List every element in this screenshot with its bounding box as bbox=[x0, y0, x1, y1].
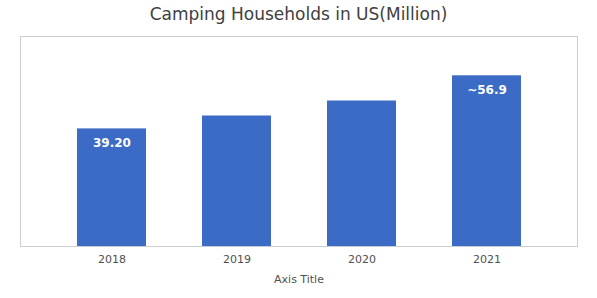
svg-text:2021: 2021 bbox=[473, 253, 501, 266]
html-text:Camping Households in US(Milli: Camping Households in US(Million) bbox=[149, 4, 448, 24]
svg-text:2020: 2020 bbox=[348, 253, 376, 266]
svg-text:39.20: 39.20 bbox=[93, 136, 131, 150]
svg-text:2019: 2019 bbox=[223, 253, 251, 266]
svg-text:~56.9: ~56.9 bbox=[467, 83, 507, 97]
svg-text:Axis Title: Axis Title bbox=[274, 273, 324, 286]
svg-text:2018: 2018 bbox=[98, 253, 126, 266]
